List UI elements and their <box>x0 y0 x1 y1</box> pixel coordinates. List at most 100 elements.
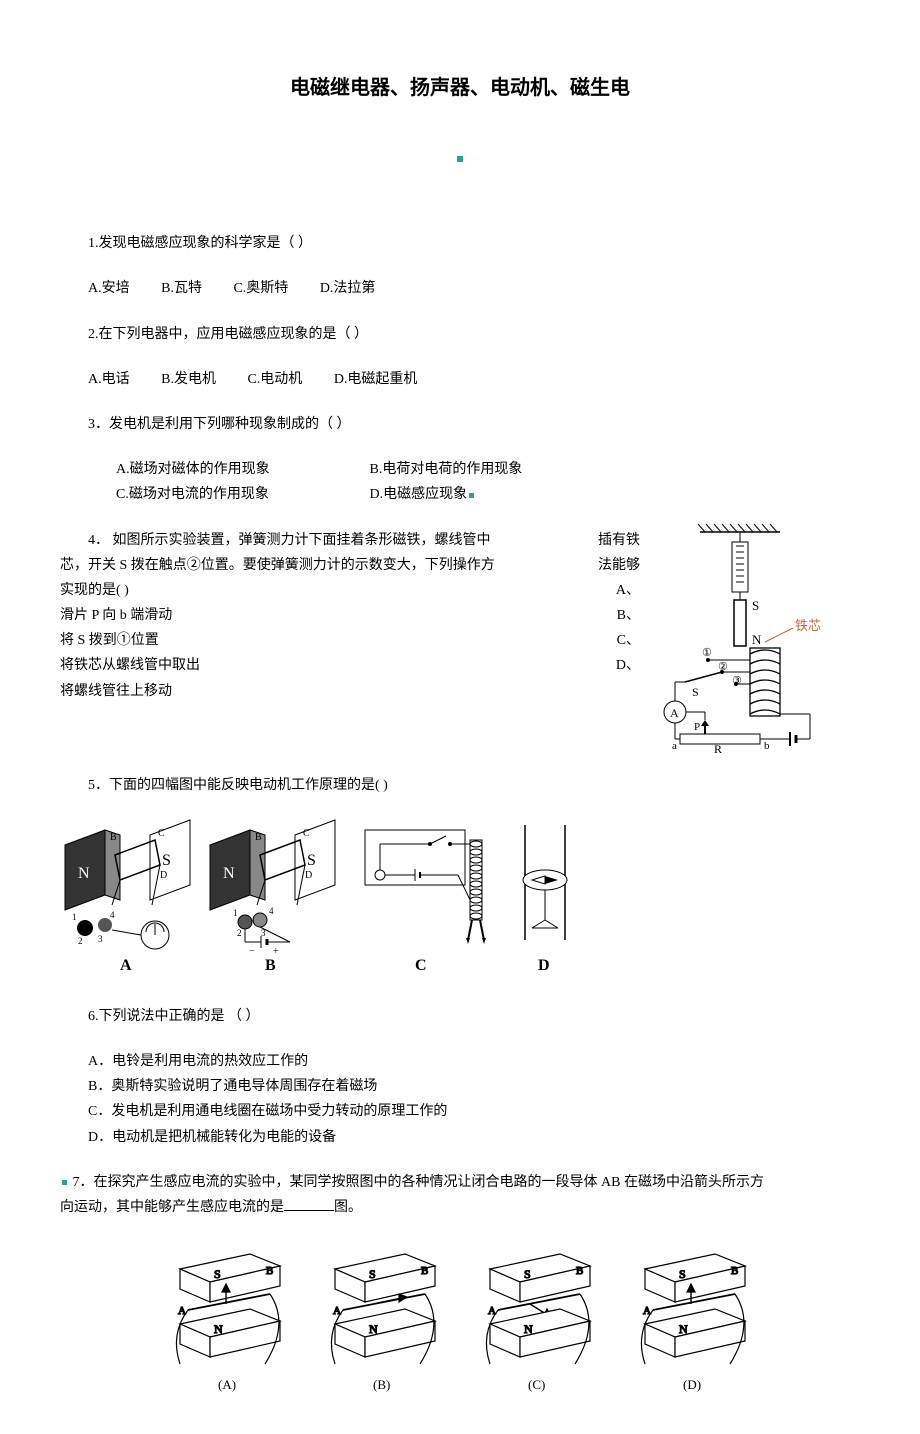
question-2: 2.在下列电器中，应用电磁感应现象的是（ ） A.电话 B.发电机 C.电动机 … <box>60 322 860 392</box>
q1-options: A.安培 B.瓦特 C.奥斯特 D.法拉第 <box>60 276 860 301</box>
q3-opt-a: A.磁场对磁体的作用现象 <box>88 457 338 482</box>
svg-text:N: N <box>369 1322 378 1336</box>
q3-opt-d: D.电磁感应现象 <box>342 482 592 507</box>
svg-text:B: B <box>110 832 117 843</box>
svg-text:C: C <box>415 957 427 974</box>
q4-line3-left: 实现的是( ) <box>60 578 129 603</box>
svg-text:D: D <box>538 957 550 974</box>
question-7: 7．在探究产生感应电流的实验中，某同学按照图中的各种情况让闭合电路的一段导体 A… <box>60 1170 860 1220</box>
svg-text:b: b <box>764 740 770 752</box>
decorative-dot-icon <box>469 493 474 498</box>
q2-stem: 2.在下列电器中，应用电磁感应现象的是（ ） <box>60 322 860 347</box>
q1-stem: 1.发现电磁感应现象的科学家是（ ） <box>60 231 860 256</box>
svg-text:B: B <box>255 832 262 843</box>
question-6: 6.下列说法中正确的是 （ ） A．电铃是利用电流的热效应工作的 B．奥斯特实验… <box>60 1004 860 1150</box>
q2-opt-a: A.电话 <box>88 372 130 387</box>
svg-text:(D): (D) <box>683 1377 701 1392</box>
svg-text:B: B <box>421 1265 428 1277</box>
q3-opt-c: C.磁场对电流的作用现象 <box>88 482 338 507</box>
svg-text:D: D <box>305 870 312 881</box>
svg-text:R: R <box>714 742 722 754</box>
q4-line2-left: 芯，开关 S 拨在触点②位置。要使弹簧测力计的示数变大，下列操作方 <box>60 553 495 578</box>
q3-opt-b: B.电荷对电荷的作用现象 <box>342 457 592 482</box>
q4-opt-b-marker: B、 <box>617 603 640 628</box>
q2-opt-c: C.电动机 <box>247 372 302 387</box>
svg-text:3: 3 <box>98 934 103 944</box>
q2-opt-b: B.发电机 <box>161 372 216 387</box>
svg-text:2: 2 <box>237 928 242 938</box>
svg-text:4: 4 <box>269 906 274 916</box>
svg-text:C: C <box>158 828 165 839</box>
svg-text:(B): (B) <box>373 1377 390 1392</box>
svg-text:2: 2 <box>78 936 83 946</box>
q5-stem: 5．下面的四幅图中能反映电动机工作原理的是( ) <box>60 773 860 798</box>
svg-text:S: S <box>752 598 759 613</box>
decorative-dot <box>60 156 860 201</box>
q4-line5-left: 将 S 拨到①位置 <box>60 628 159 653</box>
question-3: 3．发电机是利用下列哪种现象制成的（ ） A.磁场对磁体的作用现象 B.电荷对电… <box>60 412 860 508</box>
svg-text:N: N <box>78 865 90 882</box>
q4-diagram: S N 铁芯 ① ② ③ S <box>650 524 860 763</box>
q1-opt-b: B.瓦特 <box>161 281 202 296</box>
svg-text:N: N <box>223 865 235 882</box>
q6-opt-c: C．发电机是利用通电线圈在磁场中受力转动的原理工作的 <box>60 1099 860 1124</box>
svg-text:S: S <box>369 1267 376 1281</box>
q2-options: A.电话 B.发电机 C.电动机 D.电磁起重机 <box>60 367 860 392</box>
svg-text:D: D <box>160 870 167 881</box>
decorative-dot-icon <box>62 1180 67 1185</box>
q3-stem: 3．发电机是利用下列哪种现象制成的（ ） <box>60 412 860 437</box>
q4-line4-left: 滑片 P 向 b 端滑动 <box>60 603 172 628</box>
q4-opt-d-marker: D、 <box>616 653 640 678</box>
svg-text:P: P <box>694 721 700 733</box>
q1-opt-c: C.奥斯特 <box>233 281 288 296</box>
q4-opt-a-marker: A、 <box>616 578 640 603</box>
svg-text:A: A <box>670 706 679 720</box>
q4-line1-right: 插有铁 <box>598 528 640 553</box>
svg-text:B: B <box>265 957 276 974</box>
svg-text:①: ① <box>702 647 712 659</box>
svg-text:S: S <box>307 852 316 869</box>
q4-line7-left: 将螺线管往上移动 <box>60 679 172 704</box>
q7-stem-line2: 向运动，其中能够产生感应电流的是 <box>60 1200 284 1215</box>
svg-text:(C): (C) <box>528 1377 545 1392</box>
svg-text:铁芯: 铁芯 <box>795 618 821 633</box>
svg-text:S: S <box>679 1267 686 1281</box>
svg-text:C: C <box>303 828 310 839</box>
question-1: 1.发现电磁感应现象的科学家是（ ） A.安培 B.瓦特 C.奥斯特 D.法拉第 <box>60 231 860 301</box>
q3-options: A.磁场对磁体的作用现象 B.电荷对电荷的作用现象 C.磁场对电流的作用现象 D… <box>60 457 860 507</box>
svg-text:N: N <box>679 1322 688 1336</box>
svg-text:1: 1 <box>72 912 77 922</box>
q4-opt-c-marker: C、 <box>617 628 640 653</box>
q1-opt-d: D.法拉第 <box>320 281 376 296</box>
q1-opt-a: A.安培 <box>88 281 130 296</box>
q7-diagrams: S B A N (A) <box>60 1244 860 1394</box>
svg-text:B: B <box>576 1265 583 1277</box>
q2-opt-d: D.电磁起重机 <box>334 372 418 387</box>
q4-line2-right: 法能够 <box>598 553 640 578</box>
q5-diagrams: N S B C D 1 2 3 4 A <box>60 810 860 980</box>
svg-text:4: 4 <box>110 910 115 920</box>
svg-text:N: N <box>752 632 762 647</box>
q6-opt-a: A．电铃是利用电流的热效应工作的 <box>60 1049 860 1074</box>
svg-text:+: + <box>273 946 279 957</box>
svg-text:S: S <box>162 852 171 869</box>
svg-text:B: B <box>731 1265 738 1277</box>
q7-stem-tail: 图。 <box>334 1200 362 1215</box>
svg-text:A: A <box>120 957 132 974</box>
q4-line6-left: 将铁芯从螺线管中取出 <box>60 653 200 678</box>
svg-text:B: B <box>266 1265 273 1277</box>
q6-opt-d: D．电动机是把机械能转化为电能的设备 <box>60 1125 860 1150</box>
svg-text:N: N <box>524 1322 533 1336</box>
page-title: 电磁继电器、扬声器、电动机、磁生电 <box>60 70 860 106</box>
q7-stem-line1: 7．在探究产生感应电流的实验中，某同学按照图中的各种情况让闭合电路的一段导体 A… <box>73 1175 764 1190</box>
svg-text:S: S <box>214 1267 221 1281</box>
question-4: S N 铁芯 ① ② ③ S <box>60 528 860 763</box>
svg-text:S: S <box>524 1267 531 1281</box>
svg-text:−: − <box>249 946 255 957</box>
svg-text:1: 1 <box>233 908 238 918</box>
svg-text:a: a <box>672 740 677 752</box>
svg-text:S: S <box>692 685 699 699</box>
svg-text:(A): (A) <box>218 1377 236 1392</box>
q6-opt-b: B．奥斯特实验说明了通电导体周围存在着磁场 <box>60 1074 860 1099</box>
q4-line1-left: 4． 如图所示实验装置，弹簧测力计下面挂着条形磁铁，螺线管中 <box>60 528 491 553</box>
